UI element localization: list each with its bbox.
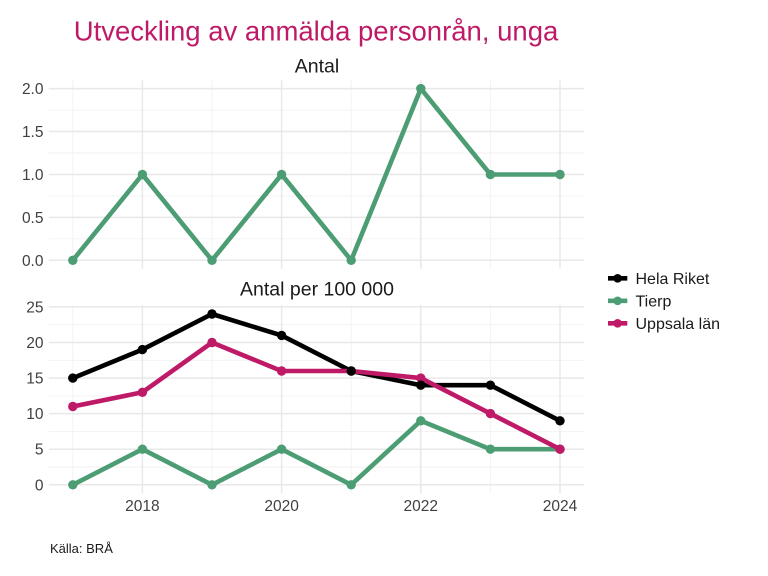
svg-text:0.5: 0.5 bbox=[22, 210, 44, 227]
svg-text:10: 10 bbox=[26, 406, 44, 423]
svg-text:Antal: Antal bbox=[295, 56, 339, 78]
svg-text:2024: 2024 bbox=[543, 498, 578, 515]
svg-text:25: 25 bbox=[26, 299, 43, 316]
svg-text:1.0: 1.0 bbox=[22, 167, 44, 184]
svg-text:2018: 2018 bbox=[125, 498, 159, 515]
svg-text:Källa: BRÅ: Källa: BRÅ bbox=[50, 541, 113, 556]
svg-text:2.0: 2.0 bbox=[22, 81, 44, 98]
svg-text:Antal per 100 000: Antal per 100 000 bbox=[240, 279, 394, 301]
svg-text:20: 20 bbox=[26, 335, 44, 352]
svg-text:1.5: 1.5 bbox=[22, 124, 44, 141]
svg-text:Utveckling av anmälda personrå: Utveckling av anmälda personrån, unga bbox=[74, 16, 559, 47]
svg-text:5: 5 bbox=[35, 442, 44, 459]
svg-text:2022: 2022 bbox=[404, 498, 438, 515]
svg-text:Hela Riket: Hela Riket bbox=[636, 271, 710, 288]
svg-text:Uppsala län: Uppsala län bbox=[636, 316, 721, 333]
svg-text:0.0: 0.0 bbox=[22, 253, 44, 270]
svg-text:15: 15 bbox=[26, 371, 43, 388]
svg-text:2020: 2020 bbox=[264, 498, 299, 515]
svg-text:Tierp: Tierp bbox=[636, 294, 672, 311]
svg-text:0: 0 bbox=[35, 477, 44, 494]
